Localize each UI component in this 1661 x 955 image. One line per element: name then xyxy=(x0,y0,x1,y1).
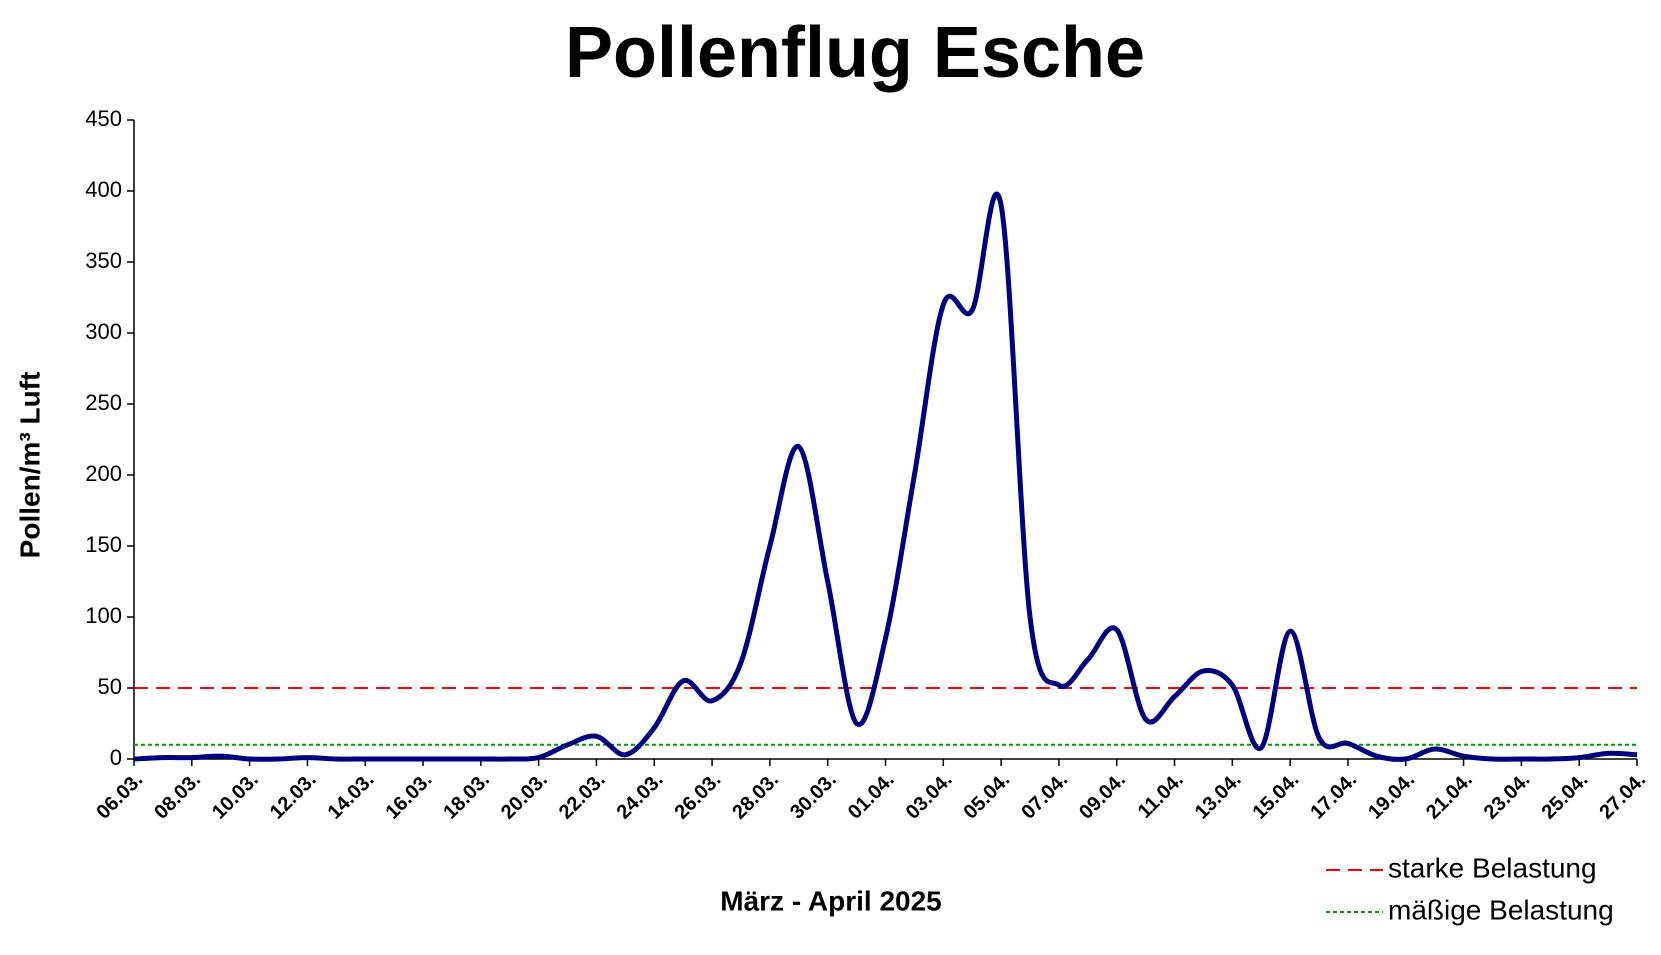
y-tick-label: 150 xyxy=(85,532,122,557)
x-tick-label: 19.04. xyxy=(1364,769,1419,824)
x-tick-label: 26.03. xyxy=(670,769,725,824)
x-tick-label: 21.04. xyxy=(1422,769,1477,824)
x-tick-label: 08.03. xyxy=(150,769,205,824)
data-line xyxy=(133,191,1638,762)
x-tick-label: 18.03. xyxy=(439,769,494,824)
x-tick-label: 22.03. xyxy=(555,769,610,824)
x-tick-label: 28.03. xyxy=(728,769,783,824)
x-tick-label: 30.03. xyxy=(786,769,841,824)
x-tick-label: 16.03. xyxy=(381,769,436,824)
x-tick-label: 11.04. xyxy=(1134,769,1188,823)
x-tick-label: 07.04. xyxy=(1017,769,1072,824)
x-tick-label: 23.04. xyxy=(1480,769,1535,824)
x-tick-label: 12.03. xyxy=(266,769,321,824)
y-tick-label: 200 xyxy=(85,461,122,486)
x-tick-label: 20.03. xyxy=(497,769,552,824)
y-tick-label: 450 xyxy=(85,106,122,131)
y-tick-label: 300 xyxy=(85,319,122,344)
x-tick-label: 01.04. xyxy=(844,769,899,824)
y-axis-label: Pollen/m³ Luft xyxy=(14,372,45,559)
legend-label: starke Belastung xyxy=(1388,852,1597,883)
x-tick-label: 06.03. xyxy=(92,769,147,824)
x-tick-label: 15.04. xyxy=(1249,769,1304,824)
legend-label: mäßige Belastung xyxy=(1388,894,1614,925)
y-tick-label: 400 xyxy=(85,177,122,202)
x-tick-label: 17.04. xyxy=(1306,769,1361,824)
x-tick-label: 25.04. xyxy=(1538,769,1593,824)
y-tick-label: 250 xyxy=(85,390,122,415)
chart-title: Pollenflug Esche xyxy=(565,13,1145,93)
x-tick-label: 27.04. xyxy=(1595,769,1650,824)
y-tick-label: 100 xyxy=(85,603,122,628)
x-tick-label: 10.03. xyxy=(208,769,263,824)
x-tick-label: 05.04. xyxy=(960,769,1015,824)
x-tick-label: 13.04. xyxy=(1191,769,1246,824)
x-axis-label: März - April 2025 xyxy=(720,885,941,916)
y-tick-label: 0 xyxy=(110,745,122,770)
y-tick-label: 50 xyxy=(98,674,122,699)
x-tick-label: 09.04. xyxy=(1075,769,1130,824)
x-tick-label: 24.03. xyxy=(613,769,668,824)
y-tick-label: 350 xyxy=(85,248,122,273)
x-tick-label: 03.04. xyxy=(902,769,957,824)
x-tick-label: 14.03. xyxy=(324,769,379,824)
